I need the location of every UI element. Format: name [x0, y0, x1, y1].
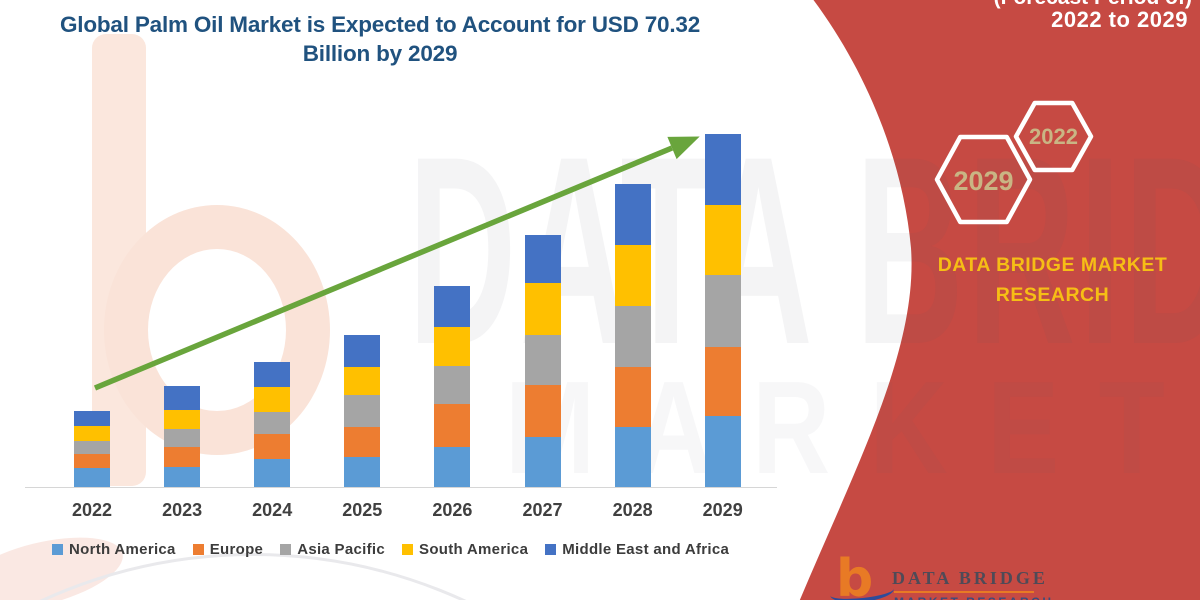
footer-logo-subline: MARKET RESEARCH — [894, 595, 1054, 600]
legend-swatch-middle-east-and-africa — [545, 544, 557, 555]
bar-2023-segment-europe — [164, 446, 201, 467]
red-shape-path — [799, 0, 1200, 600]
bar-2022-segment-north-america — [74, 468, 110, 487]
bar-2025-segment-europe — [344, 426, 381, 457]
hexagon-2029 — [934, 134, 1033, 225]
legend-swatch-south-america — [402, 544, 414, 555]
bar-2028-segment-asia-pacific — [614, 306, 651, 367]
bar-2025-segment-asia-pacific — [344, 394, 381, 427]
x-axis-label-2023: 2023 — [162, 500, 203, 520]
bar-2022-segment-europe — [74, 454, 110, 469]
forecast-cropped-line: (Forecast Period of) — [994, 0, 1192, 11]
x-axis-label-2029: 2029 — [702, 500, 743, 520]
chart-title: Global Palm Oil Market is Expected to Ac… — [40, 10, 720, 68]
bar-2026-segment-middle-east-and-africa — [434, 286, 471, 328]
bar-2029-segment-north-america — [704, 415, 741, 487]
bar-2023-segment-middle-east-and-africa — [164, 386, 201, 410]
bar-2028-segment-middle-east-and-africa — [614, 184, 651, 245]
forecast-period-text: 2022 to 2029 — [1051, 7, 1188, 32]
x-axis-label-2022: 2022 — [71, 500, 113, 520]
hexagon-2029-label: 2029 — [953, 166, 1014, 196]
trend-arrow-line — [93, 145, 674, 391]
bar-2027-segment-europe — [524, 385, 561, 437]
legend-label-asia-pacific: Asia Pacific — [297, 541, 386, 558]
bar-2024-segment-south-america — [254, 386, 291, 412]
bar-2026-segment-europe — [434, 403, 471, 447]
chart-title-line2: Billion by 2029 — [302, 41, 458, 66]
footer-logo: b DATA BRIDGE MARKET RESEARCH — [829, 553, 1162, 600]
x-axis-line — [25, 487, 777, 488]
brand-text: DATA BRIDGE MARKET RESEARCH — [930, 250, 1175, 310]
legend-swatch-north-america — [52, 544, 63, 555]
legend-item-north-america: North America — [52, 541, 176, 558]
bar-2029-segment-asia-pacific — [704, 275, 741, 348]
x-axis-label-2028: 2028 — [612, 500, 653, 520]
bar-2027-segment-middle-east-and-africa — [524, 234, 561, 284]
bar-2029-segment-europe — [704, 347, 741, 416]
bar-2027-segment-north-america — [524, 436, 561, 487]
legend-swatch-europe — [192, 544, 204, 555]
legend-swatch-asia-pacific — [280, 544, 292, 555]
legend-item-asia-pacific: Asia Pacific — [280, 541, 385, 558]
bar-2029-segment-south-america — [704, 204, 741, 276]
chart-legend: North America Europe Asia Pacific South Ame… — [52, 541, 729, 558]
bar-2025-segment-middle-east-and-africa — [344, 335, 381, 367]
brand-text-line1: DATA BRIDGE MARKET — [937, 254, 1168, 276]
legend-label-europe: Europe — [209, 541, 264, 558]
footer-logo-underline — [894, 591, 1034, 593]
bar-2026-segment-south-america — [434, 327, 471, 366]
bar-2028-segment-north-america — [614, 426, 651, 487]
footer-logo-name: DATA BRIDGE — [892, 568, 1048, 588]
bar-2027-segment-south-america — [524, 283, 561, 335]
bar-2027-segment-asia-pacific — [524, 334, 561, 386]
x-axis-label-2027: 2027 — [522, 500, 563, 520]
x-axis-label-2024: 2024 — [252, 500, 293, 520]
brand-text-line2: RESEARCH — [995, 284, 1110, 306]
footer-logo-b-glyph: b — [836, 549, 874, 600]
x-axis-label-2026: 2026 — [432, 500, 473, 520]
chart-title-line1: Global Palm Oil Market is Expected to Ac… — [59, 12, 701, 37]
bar-2024-segment-asia-pacific — [254, 411, 291, 434]
bar-2024-segment-north-america — [254, 458, 291, 487]
legend-item-middle-east-and-africa: Middle East and Africa — [545, 541, 729, 558]
legend-label-north-america: North America — [69, 541, 176, 558]
hexagon-2022 — [1013, 100, 1094, 173]
legend-label-south-america: South America — [419, 541, 529, 558]
bar-2022-segment-middle-east-and-africa — [74, 411, 110, 427]
bar-2026-segment-asia-pacific — [434, 365, 471, 404]
bar-2025-segment-south-america — [344, 366, 381, 395]
legend-label-middle-east-and-africa: Middle East and Africa — [562, 541, 730, 558]
bar-2023-segment-asia-pacific — [164, 428, 201, 447]
bar-2024-segment-europe — [254, 433, 291, 459]
bar-2023-segment-north-america — [164, 466, 201, 487]
hexagon-2022-label: 2022 — [1029, 124, 1078, 149]
legend-item-europe: Europe — [192, 541, 264, 558]
legend-item-south-america: South America — [402, 541, 528, 558]
bar-2028-segment-south-america — [614, 244, 651, 307]
bar-2023-segment-south-america — [164, 409, 201, 429]
bar-2028-segment-europe — [614, 366, 651, 427]
trend-arrow-head — [667, 136, 700, 160]
bar-2026-segment-north-america — [434, 446, 471, 487]
x-axis-label-2025: 2025 — [342, 500, 383, 520]
bar-2025-segment-north-america — [344, 456, 381, 487]
bar-2024-segment-middle-east-and-africa — [254, 362, 291, 387]
bar-2022-segment-south-america — [74, 426, 110, 442]
bar-2022-segment-asia-pacific — [74, 441, 110, 455]
bar-2029-segment-middle-east-and-africa — [704, 134, 741, 205]
